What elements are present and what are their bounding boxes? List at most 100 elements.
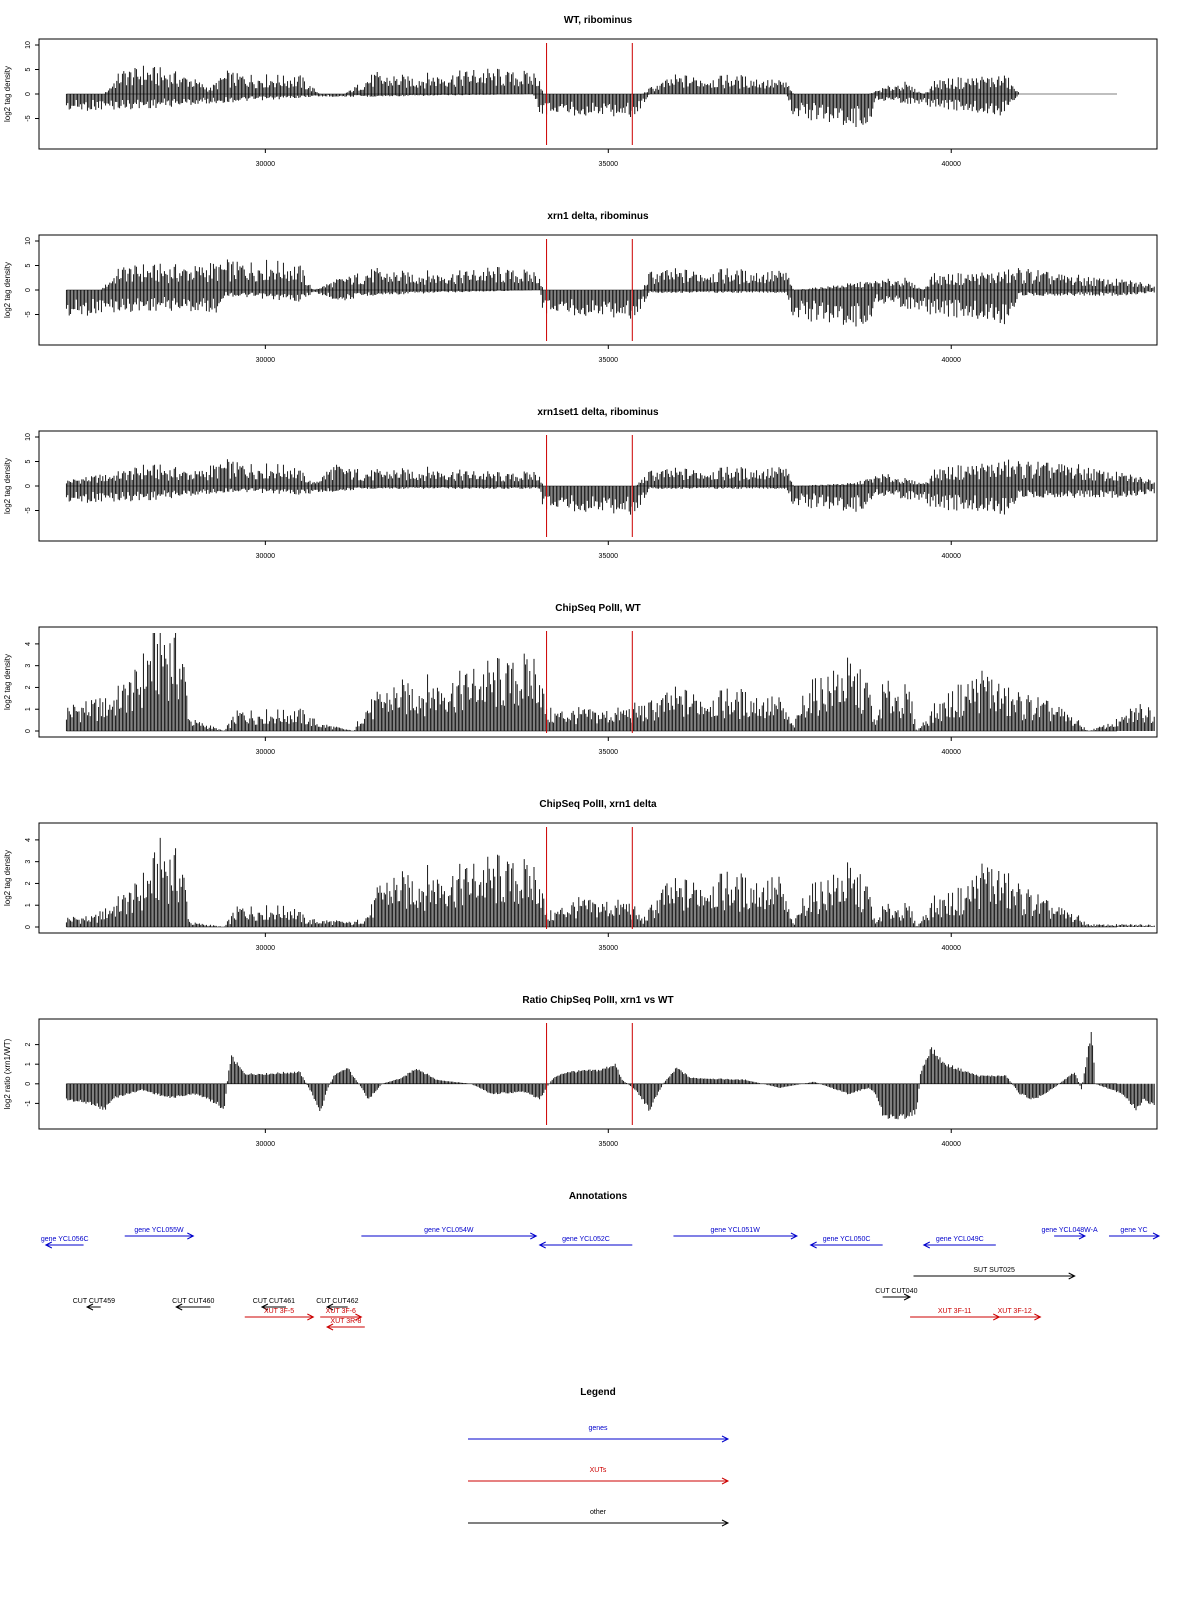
- y-axis-label: log2 tag density: [3, 850, 12, 906]
- feature-arrowhead: [260, 1303, 269, 1311]
- annotation-feature: gene YCL055W: [124, 1227, 195, 1240]
- annotations-panel: Annotations gene YCL056C gene YCL055W gene …: [41, 1191, 1161, 1331]
- feature-label: CUT CUT040: [875, 1288, 917, 1295]
- legend-label: XUTs: [590, 1467, 607, 1474]
- x-tick-label: 35000: [599, 357, 619, 364]
- panel-title: xrn1 delta, ribominus: [547, 211, 649, 222]
- feature-label: gene YCL054W: [424, 1227, 474, 1234]
- data-bars-reverse: [65, 290, 1155, 327]
- y-tick-label: -5: [25, 115, 32, 121]
- annotation-feature: CUT CUT462: [316, 1298, 359, 1311]
- y-tick-label: 5: [25, 263, 32, 267]
- feature-arrowhead: [1152, 1232, 1161, 1240]
- annotation-feature: SUT SUT025: [913, 1267, 1076, 1280]
- data-bars-forward: [100, 259, 1155, 290]
- y-tick-label: 1: [25, 707, 32, 711]
- panel-wt_ribominus: WT, ribominus log2 tag density -5 0 5 10 30000…: [3, 15, 1158, 168]
- x-tick-label: 35000: [599, 945, 619, 952]
- panel-title: ChipSeq PolII, WT: [555, 603, 641, 614]
- panel-title: ChipSeq PolII, xrn1 delta: [539, 799, 657, 810]
- feature-arrowhead: [903, 1293, 912, 1301]
- plot-frame: [38, 1018, 1158, 1130]
- feature-label: CUT CUT461: [253, 1298, 295, 1305]
- annotation-feature: CUT CUT460: [172, 1298, 215, 1311]
- feature-label: CUT CUT459: [73, 1298, 115, 1305]
- feature-arrowhead: [1034, 1313, 1042, 1321]
- y-tick-label: 3: [25, 664, 32, 668]
- x-tick-label: 35000: [599, 161, 619, 168]
- y-tick-label: -1: [25, 1100, 32, 1106]
- feature-label: gene YCL051W: [711, 1227, 761, 1234]
- feature-arrowhead: [85, 1303, 94, 1311]
- data-bars-forward: [105, 65, 1019, 94]
- annotation-feature: CUT CUT459: [73, 1298, 115, 1311]
- data-bars-forward: [65, 837, 1155, 927]
- annotation-feature: gene YC: [1108, 1227, 1161, 1240]
- annotation-feature: gene YCL054W: [361, 1227, 538, 1240]
- x-tick-label: 30000: [256, 553, 276, 560]
- x-tick-label: 40000: [941, 749, 961, 756]
- feature-arrowhead: [922, 1241, 931, 1249]
- annotation-feature: XUT 3F-11: [910, 1308, 1001, 1321]
- feature-arrowhead: [538, 1241, 546, 1249]
- x-tick-label: 30000: [256, 357, 276, 364]
- data-bars-forward: [65, 1032, 1155, 1120]
- feature-label: gene YCL052C: [562, 1236, 610, 1243]
- annotation-feature: gene YCL056C: [41, 1236, 89, 1249]
- feature-label: XUT 3R-8: [330, 1318, 361, 1325]
- feature-arrowhead: [790, 1232, 799, 1240]
- feature-arrowhead: [1068, 1272, 1076, 1280]
- feature-label: gene YCL055W: [134, 1227, 184, 1234]
- data-bars-reverse: [65, 486, 1155, 515]
- feature-label: CUT CUT460: [172, 1298, 214, 1305]
- feature-label: gene YCL050C: [823, 1236, 871, 1243]
- feature-label: CUT CUT462: [316, 1298, 358, 1305]
- y-tick-label: -5: [25, 507, 32, 513]
- feature-label: gene YCL056C: [41, 1236, 89, 1243]
- y-tick-label: 5: [25, 67, 32, 71]
- x-tick-label: 30000: [256, 161, 276, 168]
- annotation-feature: gene YCL052C: [538, 1236, 633, 1249]
- feature-arrowhead: [307, 1313, 315, 1321]
- y-tick-label: 4: [25, 838, 32, 842]
- y-tick-label: 10: [25, 41, 32, 49]
- annotations-title: Annotations: [569, 1191, 628, 1202]
- feature-label: gene YCL048W-A: [1041, 1227, 1097, 1234]
- x-tick-label: 35000: [599, 1141, 619, 1148]
- y-tick-label: 3: [25, 860, 32, 864]
- feature-label: XUT 3F-11: [938, 1308, 972, 1315]
- x-tick-label: 30000: [256, 1141, 276, 1148]
- panel-chipseq_xrn1: ChipSeq PolII, xrn1 delta log2 tag densit…: [3, 799, 1158, 952]
- panel-xrn1_ribominus: xrn1 delta, ribominus log2 tag density -5 0…: [3, 211, 1158, 364]
- annotation-feature: gene YCL049C: [922, 1236, 996, 1249]
- y-tick-label: 1: [25, 1062, 32, 1066]
- x-tick-label: 40000: [941, 161, 961, 168]
- y-tick-label: 0: [25, 729, 32, 733]
- y-tick-label: 5: [25, 459, 32, 463]
- y-tick-label: 0: [25, 92, 32, 96]
- y-tick-label: 0: [25, 484, 32, 488]
- feature-arrowhead: [187, 1232, 195, 1240]
- x-tick-label: 40000: [941, 357, 961, 364]
- feature-label: XUT 3F-12: [998, 1308, 1032, 1315]
- data-bars-forward: [65, 459, 1155, 486]
- annotation-feature: CUT CUT040: [875, 1288, 918, 1301]
- feature-arrowhead: [530, 1232, 538, 1240]
- y-tick-label: -5: [25, 311, 32, 317]
- y-axis-label: log2 tag density: [3, 458, 12, 514]
- annotation-feature: XUT 3F-5: [244, 1308, 315, 1321]
- feature-arrowhead: [355, 1313, 363, 1321]
- legend-label: genes: [588, 1425, 608, 1432]
- feature-arrowhead: [325, 1303, 334, 1311]
- plot-frame: [38, 626, 1158, 738]
- panel-title: xrn1set1 delta, ribominus: [537, 407, 659, 418]
- legend-panel: Legend genes XUTs other: [468, 1387, 730, 1527]
- annotation-feature: XUT 3F-12: [988, 1308, 1042, 1321]
- feature-arrowhead: [809, 1241, 817, 1249]
- panel-xrn1set1_ribominus: xrn1set1 delta, ribominus log2 tag densit…: [3, 407, 1158, 560]
- feature-label: gene YCL049C: [936, 1236, 984, 1243]
- y-tick-label: 1: [25, 903, 32, 907]
- annotation-feature: gene YCL050C: [809, 1236, 883, 1249]
- y-axis-label: log2 ratio (xrn1/WT): [3, 1038, 12, 1109]
